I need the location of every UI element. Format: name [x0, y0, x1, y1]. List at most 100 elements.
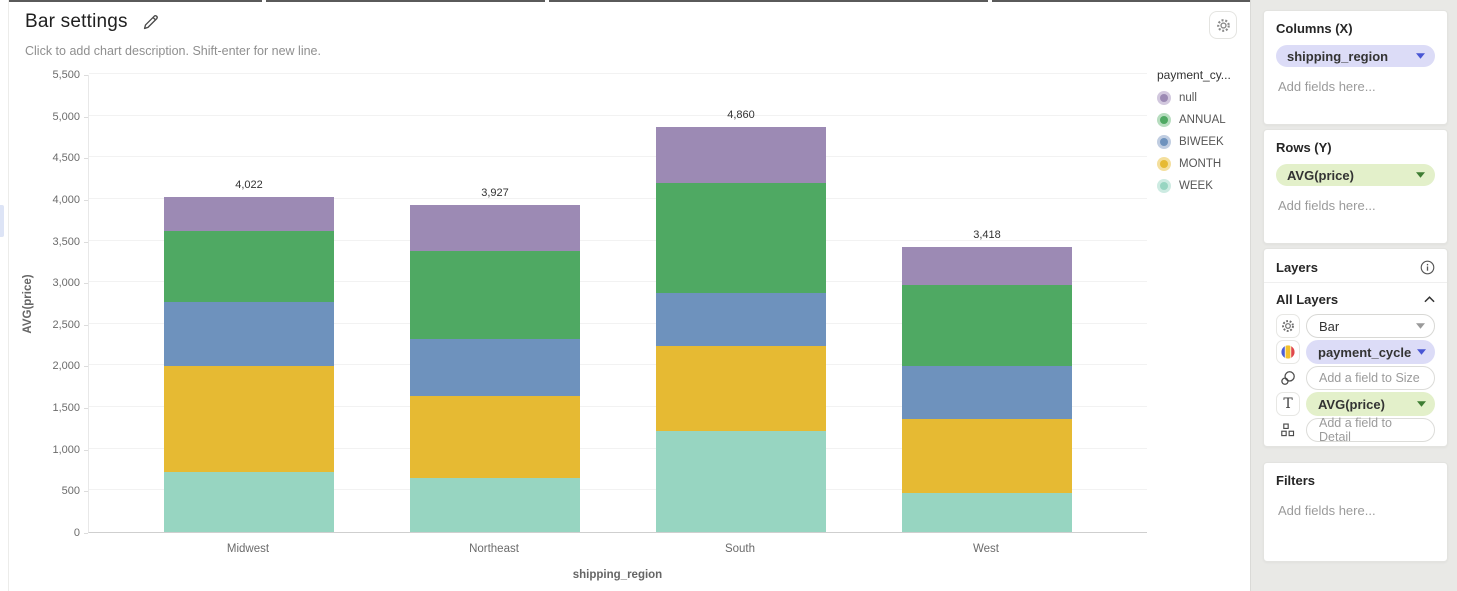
y-axis-tick-label: 0: [73, 527, 80, 539]
bar-segment-WEEK[interactable]: [656, 430, 826, 532]
chevron-up-icon[interactable]: [1424, 295, 1435, 303]
gridline: [89, 197, 1147, 199]
divider: [1264, 282, 1447, 283]
y-axis-tick-mark: [84, 241, 88, 243]
gridline: [89, 281, 1147, 283]
layer-type-dropdown[interactable]: Bar: [1306, 314, 1435, 338]
rows-field-label: AVG(price): [1287, 167, 1354, 183]
caret-down-icon: [1417, 349, 1426, 355]
layer-field-pill[interactable]: payment_cycle: [1306, 340, 1435, 364]
chart-description-placeholder[interactable]: Click to add chart description. Shift-en…: [25, 44, 321, 58]
filters-panel-title: Filters: [1276, 473, 1316, 488]
bar-segment-ANNUAL[interactable]: [410, 250, 580, 339]
gridline: [89, 239, 1147, 241]
legend-item-label: WEEK: [1179, 179, 1213, 192]
layers-panel-title: Layers: [1276, 259, 1318, 275]
y-axis-tick-label: 4,500: [52, 152, 80, 165]
bar-segment-BIWEEK[interactable]: [164, 301, 334, 366]
layer-row-4: Add a field to Detail: [1276, 416, 1435, 444]
legend-swatch-icon: [1160, 115, 1168, 124]
edit-title-button[interactable]: [140, 11, 162, 33]
y-axis-tick-mark: [84, 158, 88, 160]
bar-segment-WEEK[interactable]: [902, 493, 1072, 532]
y-axis-tick-label: 5,500: [52, 69, 80, 81]
chart-canvas: 4,022 3,927 4,860 3,418: [88, 73, 1147, 533]
bar-segment-BIWEEK[interactable]: [410, 338, 580, 397]
layer-field-input[interactable]: Add a field to Size: [1306, 366, 1435, 390]
bar-segment-null[interactable]: [656, 127, 826, 184]
left-panel-handle[interactable]: [0, 205, 4, 237]
bar-segment-WEEK[interactable]: [164, 472, 334, 532]
layer-row-2: Add a field to Size: [1276, 366, 1435, 390]
chart-settings-button[interactable]: [1209, 11, 1237, 39]
content-left-divider: [8, 0, 9, 591]
legend-swatch-icon: [1160, 181, 1168, 190]
y-axis-tick-mark: [84, 75, 88, 76]
filters-panel: Filters Add fields here...: [1263, 462, 1448, 562]
gridline: [89, 406, 1147, 408]
bar-segment-MONTH[interactable]: [656, 345, 826, 431]
bar-segment-BIWEEK[interactable]: [656, 292, 826, 346]
bar-segment-ANNUAL[interactable]: [902, 284, 1072, 366]
bar-segment-MONTH[interactable]: [410, 396, 580, 479]
bar-segment-null[interactable]: [410, 205, 580, 251]
detail-icon: [1276, 418, 1300, 442]
columns-field-label: shipping_region: [1287, 48, 1389, 64]
all-layers-title: All Layers: [1276, 291, 1339, 307]
gridline: [89, 447, 1147, 449]
legend-item-null[interactable]: null: [1157, 91, 1253, 104]
bar-segment-ANNUAL[interactable]: [656, 183, 826, 293]
legend-item-label: MONTH: [1179, 157, 1222, 170]
columns-panel-title: Columns (X): [1276, 21, 1353, 36]
layer-field-input[interactable]: Add a field to Detail: [1306, 416, 1435, 444]
y-axis-tick-label: 500: [61, 485, 80, 498]
bar-segment-MONTH[interactable]: [902, 419, 1072, 494]
bar-west[interactable]: [902, 75, 1072, 532]
columns-dropzone[interactable]: Add fields here...: [1278, 79, 1376, 94]
bar-segment-null[interactable]: [902, 247, 1072, 285]
y-axis-tick-mark: [84, 408, 88, 410]
chart-legend: payment_cy... null ANNUAL BIWEEK MONTH WEEK: [1157, 68, 1253, 201]
gridline: [89, 489, 1147, 491]
y-axis-tick-label: 3,000: [52, 277, 80, 290]
bar-segment-BIWEEK[interactable]: [902, 365, 1072, 420]
y-axis-tick-mark: [84, 116, 88, 118]
bar-midwest[interactable]: [164, 75, 334, 532]
legend-item-WEEK[interactable]: WEEK: [1157, 179, 1253, 192]
caret-down-icon: [1416, 172, 1425, 178]
rows-field-pill[interactable]: AVG(price): [1276, 164, 1435, 186]
bar-northeast[interactable]: [410, 75, 580, 532]
x-axis-tick-label: Midwest: [226, 543, 270, 555]
all-layers-group[interactable]: All Layers: [1276, 290, 1435, 308]
caret-down-icon: [1417, 401, 1426, 407]
y-axis-tick-label: 2,500: [52, 318, 80, 331]
legend-item-ANNUAL[interactable]: ANNUAL: [1157, 113, 1253, 126]
legend-swatch-icon: [1160, 137, 1168, 146]
y-axis-tick-mark: [84, 283, 88, 285]
chart-title: Bar settings: [25, 11, 128, 32]
info-icon[interactable]: [1420, 260, 1435, 275]
columns-panel: Columns (X) shipping_region Add fields h…: [1263, 10, 1448, 125]
gridline: [89, 364, 1147, 366]
legend-title: payment_cy...: [1157, 68, 1231, 82]
layer-row-1: payment_cycle: [1276, 340, 1435, 364]
bar-total-label: 4,860: [727, 109, 755, 122]
y-axis-tick-label: 3,500: [52, 235, 80, 248]
bar-total-label: 3,418: [973, 229, 1001, 242]
bar-segment-null[interactable]: [164, 197, 334, 231]
bar-segment-ANNUAL[interactable]: [164, 230, 334, 302]
legend-swatch-icon: [1160, 159, 1168, 168]
bar-segment-WEEK[interactable]: [410, 478, 580, 532]
palette-icon: [1276, 340, 1300, 364]
legend-item-BIWEEK[interactable]: BIWEEK: [1157, 135, 1253, 148]
columns-field-pill[interactable]: shipping_region: [1276, 45, 1435, 67]
y-axis-tick-mark: [84, 366, 88, 368]
layers-panel: Layers All Layers Bar payment_cycle Add a …: [1263, 248, 1448, 447]
filters-dropzone[interactable]: Add fields here...: [1278, 503, 1376, 518]
rows-dropzone[interactable]: Add fields here...: [1278, 198, 1376, 213]
bar-south[interactable]: [656, 75, 826, 532]
legend-item-MONTH[interactable]: MONTH: [1157, 157, 1253, 170]
bar-segment-MONTH[interactable]: [164, 365, 334, 473]
pencil-icon: [141, 13, 160, 32]
layer-field-pill[interactable]: AVG(price): [1306, 392, 1435, 416]
